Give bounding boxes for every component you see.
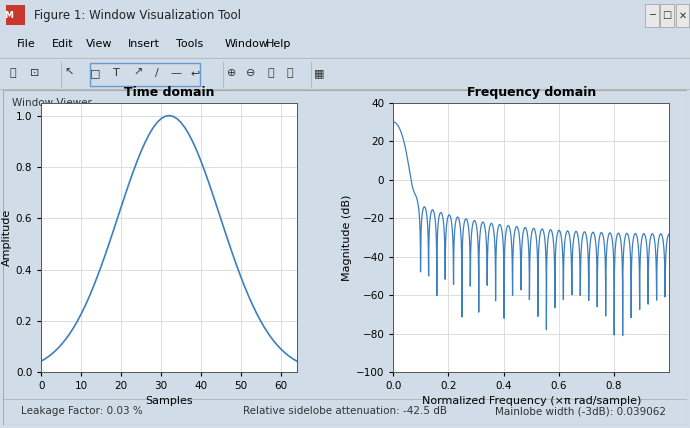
Text: M: M <box>4 11 14 20</box>
Text: ─: ─ <box>649 10 655 21</box>
Text: ↗: ↗ <box>133 68 143 78</box>
Y-axis label: Magnitude (dB): Magnitude (dB) <box>342 194 352 281</box>
Text: —: — <box>170 68 181 78</box>
Text: View: View <box>86 39 112 48</box>
Text: T: T <box>112 68 119 78</box>
Text: Insert: Insert <box>128 39 159 48</box>
Text: ▦: ▦ <box>314 68 325 78</box>
Text: 🔍: 🔍 <box>267 68 274 78</box>
Text: ⊕: ⊕ <box>227 68 237 78</box>
Text: □: □ <box>662 10 672 21</box>
Text: Window: Window <box>224 39 268 48</box>
Text: Window Viewer: Window Viewer <box>12 98 92 108</box>
FancyBboxPatch shape <box>6 5 25 25</box>
Text: ✕: ✕ <box>678 10 687 21</box>
FancyBboxPatch shape <box>676 4 689 27</box>
Title: Frequency domain: Frequency domain <box>466 86 596 99</box>
FancyBboxPatch shape <box>660 4 674 27</box>
Text: ⊖: ⊖ <box>246 68 256 78</box>
X-axis label: Normalized Frequency (×π rad/sample): Normalized Frequency (×π rad/sample) <box>422 395 641 406</box>
Text: Tools: Tools <box>176 39 203 48</box>
Text: ⎙: ⎙ <box>9 68 16 78</box>
Title: Time domain: Time domain <box>124 86 215 99</box>
Text: ↖: ↖ <box>64 68 74 78</box>
Text: □: □ <box>90 68 101 78</box>
Text: Mainlobe width (-3dB): 0.039062: Mainlobe width (-3dB): 0.039062 <box>495 406 667 416</box>
Text: /: / <box>155 68 159 78</box>
Text: ↩: ↩ <box>190 68 200 78</box>
Text: Edit: Edit <box>52 39 73 48</box>
Text: Relative sidelobe attenuation: -42.5 dB: Relative sidelobe attenuation: -42.5 dB <box>242 406 446 416</box>
Text: Leakage Factor: 0.03 %: Leakage Factor: 0.03 % <box>21 406 142 416</box>
Text: ⤢: ⤢ <box>286 68 293 78</box>
Text: File: File <box>17 39 36 48</box>
FancyBboxPatch shape <box>645 4 659 27</box>
Text: ⊡: ⊡ <box>30 68 39 78</box>
X-axis label: Samples: Samples <box>145 395 193 406</box>
Text: Figure 1: Window Visualization Tool: Figure 1: Window Visualization Tool <box>34 9 242 22</box>
Text: Help: Help <box>266 39 291 48</box>
Y-axis label: Amplitude: Amplitude <box>1 209 12 266</box>
